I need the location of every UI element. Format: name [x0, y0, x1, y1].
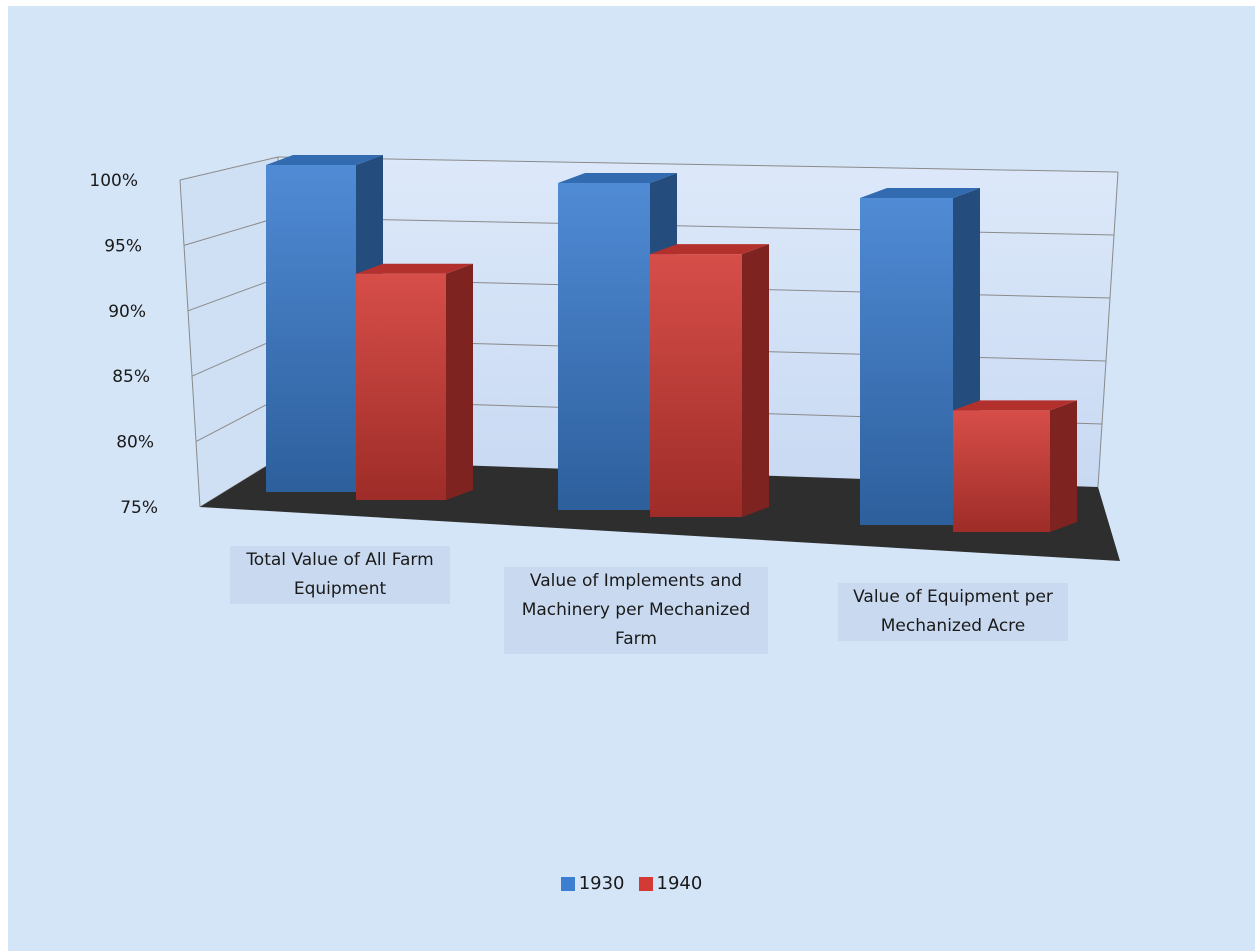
bar-top-1940-2 — [650, 244, 769, 255]
y-tick-label: 80% — [116, 433, 154, 453]
bar-side-1940-2 — [742, 244, 769, 517]
chart-plot: 75% 80% 85% 90% 95% 100% — [89, 155, 1120, 561]
gridline-side — [187, 277, 279, 312]
bar-top-1940-3 — [953, 400, 1077, 411]
y-axis-line — [179, 179, 201, 508]
legend-label-1930: 1930 — [578, 873, 625, 894]
bar-1930-3 — [860, 198, 953, 525]
side-wall — [180, 157, 278, 507]
bar-1930-2 — [558, 183, 650, 510]
bar-1940-1 — [356, 273, 446, 500]
gridline-side — [191, 337, 279, 377]
y-tick-label: 100% — [89, 171, 138, 191]
legend-swatch-1930 — [560, 876, 575, 891]
chart-area: 75% 80% 85% 90% 95% 100% Total Value of All F… — [8, 6, 1255, 951]
gridline-side — [195, 398, 279, 443]
bar-side-1940-3 — [1050, 400, 1077, 532]
bar-1930-1 — [266, 165, 356, 492]
legend-label-1940: 1940 — [656, 873, 703, 894]
y-tick-label: 85% — [112, 367, 150, 387]
bar-top-1930-3 — [860, 188, 980, 198]
category-label-1: Total Value of All Farm Equipment — [230, 546, 450, 604]
bar-1940-3 — [953, 410, 1050, 532]
bar-top-1930-1 — [266, 155, 383, 165]
bar-top-1930-2 — [558, 173, 677, 183]
legend-item-1930: 1930 — [560, 873, 625, 894]
y-tick-label: 95% — [104, 236, 142, 256]
bar-1940-2 — [650, 254, 742, 518]
category-label-3: Value of Equipment per Mechanized Acre — [838, 583, 1068, 641]
gridline-side — [179, 156, 279, 181]
category-label-2: Value of Implements and Machinery per Me… — [504, 567, 768, 654]
legend-swatch-1940 — [638, 876, 653, 891]
y-tick-label: 75% — [120, 498, 158, 518]
legend: 1930 1940 — [8, 873, 1255, 894]
y-tick-label: 90% — [108, 302, 146, 322]
gridline — [277, 156, 1119, 173]
bar-side-1940-1 — [446, 263, 473, 500]
back-right-edge — [1097, 171, 1119, 488]
legend-item-1940: 1940 — [638, 873, 703, 894]
bar-top-1940-1 — [356, 263, 473, 274]
gridline-side — [183, 216, 279, 246]
